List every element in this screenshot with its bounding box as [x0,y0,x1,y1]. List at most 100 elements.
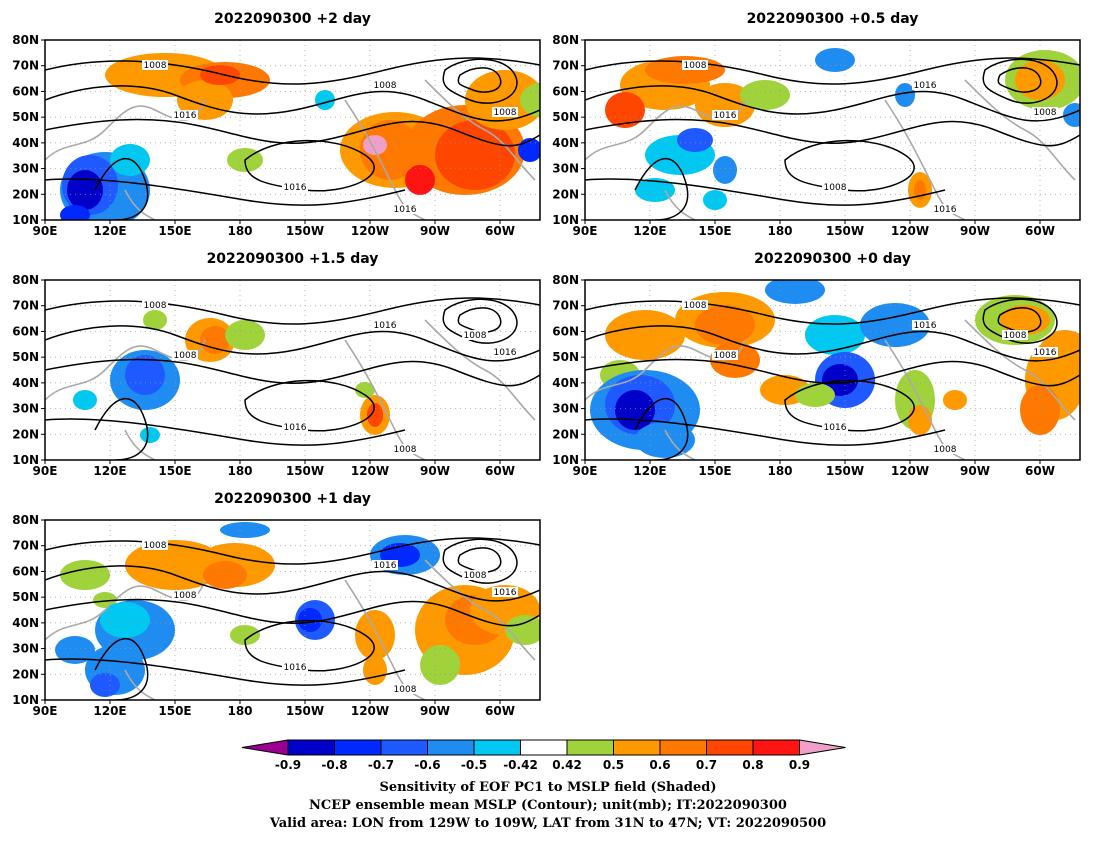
panel-plus-0.5-day: 1008 1016 1016 1008 1016 1008 2022090300 +0.5 … [552,11,1081,238]
sensitivity-shading [615,390,655,430]
panel-title: 2022090300 +0 day [754,251,911,267]
lat-tick-label: 80N [552,33,579,47]
lon-tick-label: 150W [826,464,864,478]
mslp-contour [45,325,540,362]
lat-tick-label: 10N [552,453,579,467]
lon-tick-label: 90W [420,704,450,718]
map-area: 1008 1008 1016 1016 1016 1008 [45,40,540,220]
panel-title: 2022090300 +1.5 day [207,251,379,267]
contour-label: 1008 [144,61,167,71]
colorbar-tick-label: -0.7 [368,758,394,772]
sensitivity-shading [90,673,120,697]
contour-label: 1008 [684,301,707,311]
mslp-contour [45,537,540,565]
colorbar-box [659,739,707,756]
lat-tick-label: 60N [12,84,39,98]
sensitivity-shading [367,403,383,427]
sensitivity-shading [220,522,270,538]
colorbar-box [566,739,614,756]
mslp-contour [585,297,1080,325]
caption-line3: Valid area: LON from 129W to 109W, LAT f… [269,816,826,831]
colorbar-box [380,739,428,756]
sensitivity-shading [505,615,540,645]
lat-tick-label: 70N [12,539,39,553]
contour-label: 1008 [144,301,167,311]
sensitivity-shading [815,48,855,72]
colorbar-box [706,739,754,756]
lat-tick-label: 10N [12,453,39,467]
colorbar-box [334,739,382,756]
lon-tick-label: 60W [1025,464,1055,478]
lon-tick-label: 90E [33,224,58,238]
contour-label: 1016 [914,321,937,331]
mslp-contour [634,398,689,460]
lon-tick-label: 120W [891,224,929,238]
sensitivity-shading [143,310,167,330]
sensitivity-shading [67,170,103,210]
lat-tick-label: 40N [552,376,579,390]
contour-label: 1016 [284,663,307,673]
lon-tick-label: 180 [227,704,252,718]
mslp-contour [585,85,1080,122]
lon-tick-label: 120W [351,224,389,238]
lon-tick-label: 150E [698,224,731,238]
colorbar-tick-label: -0.8 [321,758,347,772]
lat-tick-label: 30N [12,642,39,656]
mslp-contour [784,139,915,192]
mslp-contour [982,58,1058,104]
mslp-contour [457,547,502,573]
lat-tick-label: 10N [12,693,39,707]
contour-label: 1016 [174,111,197,121]
mslp-contour [457,307,502,333]
colorbar-upper-extension [799,739,846,756]
sensitivity-shading [55,636,95,664]
contour-label: 1016 [934,205,957,215]
lon-tick-label: 150W [286,704,324,718]
lat-tick-label: 30N [12,402,39,416]
sensitivity-shading [140,427,160,443]
coastline [424,559,536,661]
sensitivity-shading [225,320,265,350]
lon-tick-label: 150W [826,224,864,238]
panel-frame [584,39,1081,221]
contour-label: 1008 [144,541,167,551]
lat-tick-label: 80N [12,273,39,287]
contour-label: 1016 [374,561,397,571]
lon-tick-label: 150W [286,464,324,478]
sensitivity-shading [605,310,685,360]
lat-tick-label: 70N [12,299,39,313]
lat-tick-label: 10N [552,213,579,227]
lat-tick-label: 60N [12,324,39,338]
lon-tick-label: 90W [420,464,450,478]
contour-label: 1008 [464,571,487,581]
sensitivity-shading [635,178,675,202]
lon-tick-label: 120E [633,224,666,238]
sensitivity-shading [73,390,97,410]
mslp-contour [244,619,375,672]
lat-tick-label: 40N [12,616,39,630]
colorbar-box [473,739,521,756]
lon-tick-label: 180 [767,464,792,478]
lat-tick-label: 30N [552,162,579,176]
sensitivity-shading [230,625,260,645]
panel-plus-0-day: 1008 1016 1008 1016 1008 1016 1008 2022090300 +… [552,251,1081,478]
lat-tick-label: 70N [552,59,579,73]
colorbar-tick-label: 0.5 [603,758,624,772]
lon-tick-label: 150E [158,224,191,238]
coastline [124,189,156,220]
contour-label: 1008 [934,445,957,455]
lon-tick-label: 150E [158,704,191,718]
contour-label: 1008 [714,351,737,361]
coastline [664,429,696,460]
mslp-contour [585,57,1080,85]
mslp-contour [45,297,540,325]
colorbar-lower-extension [241,739,289,756]
map-area: 1008 1016 1008 1016 1008 1016 1008 [45,280,540,460]
lat-tick-label: 80N [12,33,39,47]
colorbar-box [520,739,568,756]
sensitivity-shading [125,355,165,395]
panel-frame [44,279,541,461]
colorbar-tick-label: 0.9 [789,758,810,772]
contour-label: 1016 [494,588,517,598]
